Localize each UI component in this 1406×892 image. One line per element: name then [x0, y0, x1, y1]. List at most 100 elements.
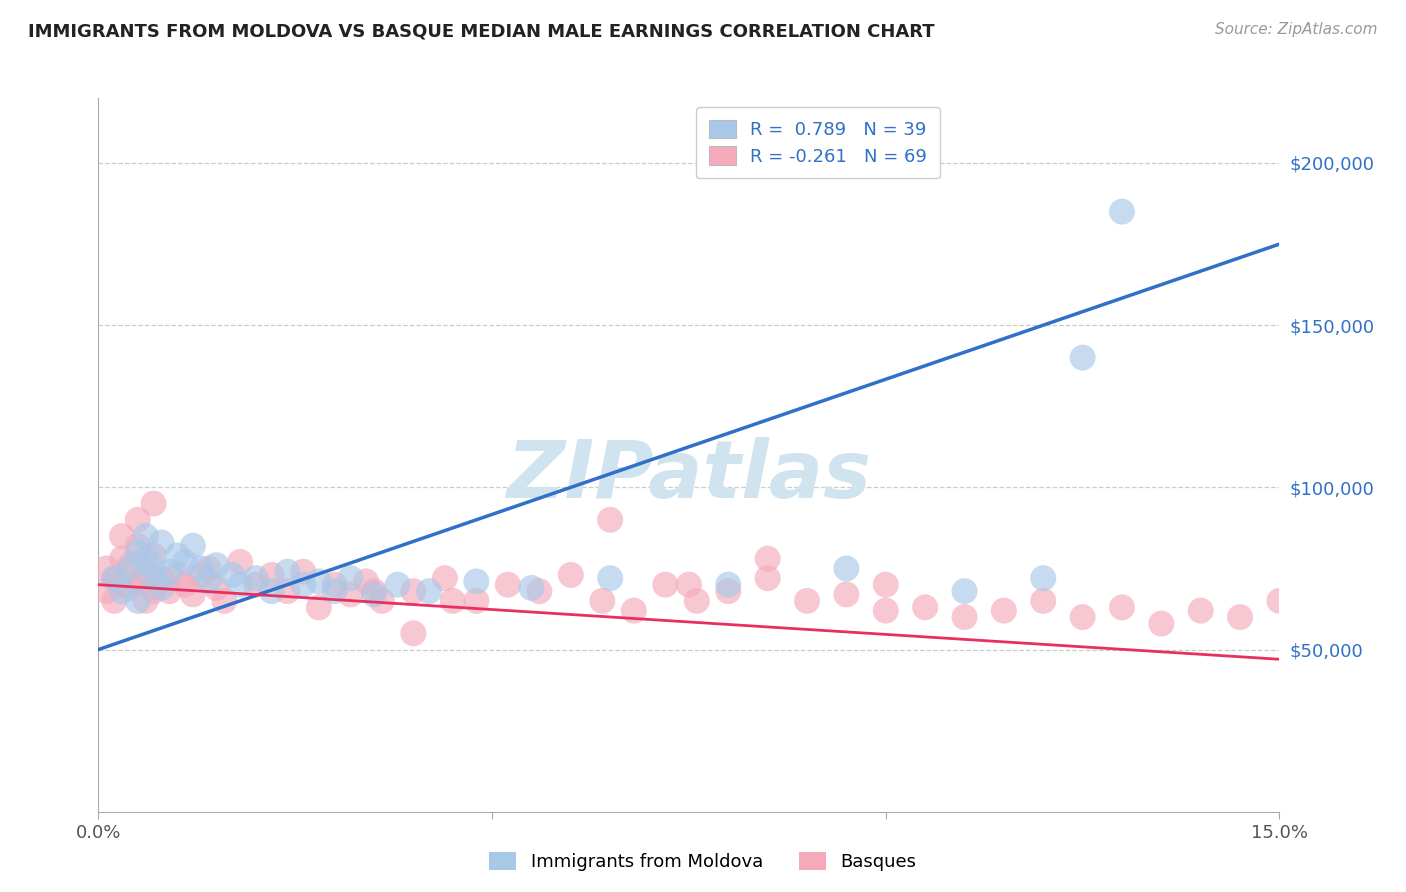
Point — [229, 577, 252, 591]
Point — [276, 565, 298, 579]
Point — [1071, 610, 1094, 624]
Point — [214, 594, 236, 608]
Point — [197, 574, 219, 589]
Point — [190, 568, 212, 582]
Point — [166, 549, 188, 563]
Point — [323, 577, 346, 591]
Point — [142, 549, 165, 563]
Point — [796, 594, 818, 608]
Point — [157, 584, 180, 599]
Point — [560, 568, 582, 582]
Point — [756, 571, 779, 585]
Point — [245, 571, 267, 585]
Point — [496, 577, 519, 591]
Point — [111, 529, 134, 543]
Point — [599, 513, 621, 527]
Point — [953, 610, 976, 624]
Point — [118, 561, 141, 575]
Point — [190, 561, 212, 575]
Point — [402, 584, 425, 599]
Point — [142, 497, 165, 511]
Point — [354, 574, 377, 589]
Legend: Immigrants from Moldova, Basques: Immigrants from Moldova, Basques — [482, 845, 924, 879]
Point — [157, 565, 180, 579]
Text: IMMIGRANTS FROM MOLDOVA VS BASQUE MEDIAN MALE EARNINGS CORRELATION CHART: IMMIGRANTS FROM MOLDOVA VS BASQUE MEDIAN… — [28, 22, 935, 40]
Point — [150, 571, 173, 585]
Point — [205, 581, 228, 595]
Text: ZIPatlas: ZIPatlas — [506, 437, 872, 516]
Point — [135, 551, 157, 566]
Point — [1071, 351, 1094, 365]
Point — [599, 571, 621, 585]
Point — [418, 584, 440, 599]
Point — [276, 584, 298, 599]
Point — [221, 568, 243, 582]
Point — [323, 584, 346, 599]
Point — [1032, 594, 1054, 608]
Point — [118, 581, 141, 595]
Point — [135, 565, 157, 579]
Point — [465, 574, 488, 589]
Point — [166, 568, 188, 582]
Point — [1150, 616, 1173, 631]
Point — [686, 594, 709, 608]
Point — [118, 558, 141, 573]
Point — [654, 577, 676, 591]
Point — [402, 626, 425, 640]
Point — [150, 581, 173, 595]
Point — [229, 555, 252, 569]
Text: Source: ZipAtlas.com: Source: ZipAtlas.com — [1215, 22, 1378, 37]
Point — [993, 604, 1015, 618]
Point — [387, 577, 409, 591]
Point — [142, 571, 165, 585]
Point — [127, 539, 149, 553]
Point — [953, 584, 976, 599]
Point — [1032, 571, 1054, 585]
Point — [623, 604, 645, 618]
Point — [914, 600, 936, 615]
Point — [1189, 604, 1212, 618]
Point — [339, 571, 361, 585]
Point — [181, 539, 204, 553]
Point — [308, 600, 330, 615]
Point — [205, 558, 228, 573]
Point — [363, 587, 385, 601]
Point — [197, 561, 219, 575]
Point — [142, 558, 165, 573]
Point — [678, 577, 700, 591]
Point — [529, 584, 551, 599]
Point — [717, 577, 740, 591]
Point — [260, 584, 283, 599]
Point — [127, 574, 149, 589]
Point — [520, 581, 543, 595]
Point — [174, 555, 197, 569]
Point — [363, 584, 385, 599]
Point — [96, 561, 118, 575]
Point — [103, 571, 125, 585]
Point — [1111, 204, 1133, 219]
Point — [308, 574, 330, 589]
Point — [174, 577, 197, 591]
Point — [260, 568, 283, 582]
Point — [433, 571, 456, 585]
Point — [150, 535, 173, 549]
Point — [371, 594, 394, 608]
Point — [127, 594, 149, 608]
Point — [339, 587, 361, 601]
Point — [835, 561, 858, 575]
Point — [127, 545, 149, 559]
Point — [96, 584, 118, 599]
Point — [1229, 610, 1251, 624]
Point — [835, 587, 858, 601]
Point — [441, 594, 464, 608]
Point — [135, 529, 157, 543]
Point — [717, 584, 740, 599]
Point — [591, 594, 613, 608]
Point — [111, 577, 134, 591]
Point — [245, 577, 267, 591]
Point — [875, 577, 897, 591]
Point — [111, 584, 134, 599]
Point — [142, 584, 165, 599]
Point — [465, 594, 488, 608]
Point — [292, 565, 315, 579]
